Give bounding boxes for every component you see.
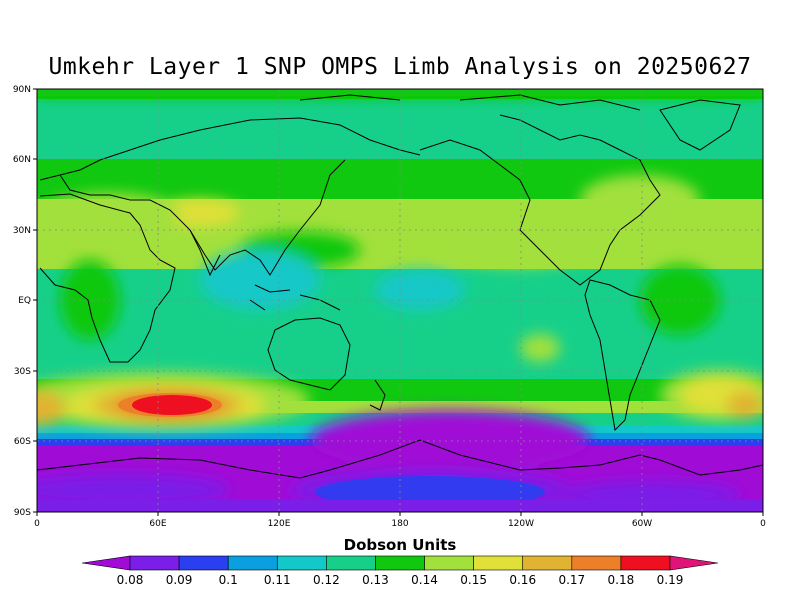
colorbar-swatch xyxy=(326,555,376,571)
colorbar-label: 0.18 xyxy=(608,573,635,587)
colorbar: 0.08 0.09 0.1 0.11 0.12 0.13 0.14 0.15 0.16 0.17 0… xyxy=(81,555,719,587)
colorbar-label: 0.12 xyxy=(313,573,340,587)
colorbar-swatch xyxy=(522,555,573,571)
lon-label: 120E xyxy=(268,519,291,529)
colorbar-label: 0.15 xyxy=(460,573,487,587)
colorbar-swatch xyxy=(227,555,278,571)
coastlines xyxy=(37,94,763,479)
colorbar-swatch xyxy=(178,555,229,571)
lon-label: 0 xyxy=(34,519,40,529)
colorbar-label: 0.17 xyxy=(558,573,585,587)
colorbar-swatch xyxy=(129,555,180,571)
colorbar-label: 0.09 xyxy=(166,573,193,587)
grid-lines xyxy=(37,89,763,512)
lat-label: 30S xyxy=(14,367,31,377)
colorbar-swatch xyxy=(276,555,327,571)
colorbar-swatch xyxy=(473,555,524,571)
colorbar-swatch xyxy=(571,555,622,571)
colorbar-label: 0.16 xyxy=(509,573,536,587)
colorbar-swatch xyxy=(375,555,425,571)
lon-label: 120W xyxy=(508,519,534,529)
colorbar-swatch xyxy=(424,555,474,571)
lon-label: 0 xyxy=(760,519,766,529)
lon-label: 180 xyxy=(391,519,408,529)
colorbar-label: 0.13 xyxy=(362,573,389,587)
colorbar-label: 0.08 xyxy=(117,573,144,587)
colorbar-arrow-low xyxy=(81,555,131,571)
lat-label: 90N xyxy=(13,85,31,95)
colorbar-title: Dobson Units xyxy=(343,536,457,554)
colorbar-arrow-high xyxy=(669,555,719,571)
lat-labels: 90N 60N 30N EQ 30S 60S 90S xyxy=(13,85,31,518)
lat-label: 90S xyxy=(14,508,31,518)
chart-title: Umkehr Layer 1 SNP OMPS Limb Analysis on… xyxy=(48,54,752,80)
lon-labels: 0 60E 120E 180 120W 60W 0 xyxy=(34,519,766,529)
colorbar-swatch xyxy=(620,555,671,571)
lon-label: 60E xyxy=(149,519,166,529)
data-field xyxy=(37,89,763,512)
colorbar-label: 0.19 xyxy=(657,573,684,587)
colorbar-label: 0.14 xyxy=(411,573,438,587)
lat-label: EQ xyxy=(18,296,31,306)
lat-label: 30N xyxy=(13,226,31,236)
colorbar-label: 0.1 xyxy=(219,573,238,587)
lat-label: 60N xyxy=(13,155,31,165)
lat-label: 60S xyxy=(14,437,31,447)
lon-label: 60W xyxy=(632,519,652,529)
colorbar-label: 0.11 xyxy=(264,573,291,587)
